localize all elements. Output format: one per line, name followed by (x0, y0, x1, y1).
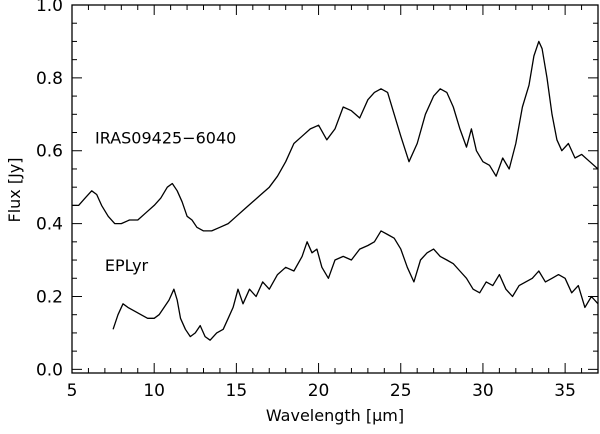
x-tick-label: 20 (308, 381, 330, 401)
y-tick-label: 0.4 (36, 215, 63, 235)
series-line-iras09425 (72, 40, 599, 232)
series-line-eplyr (112, 230, 599, 341)
x-tick-label: 35 (554, 381, 576, 401)
x-tick-label: 15 (226, 381, 248, 401)
x-tick-label: 30 (472, 381, 494, 401)
series-label-iras09425: IRAS09425−6040 (95, 128, 236, 147)
y-tick-label: 1.0 (36, 0, 63, 16)
series-label-eplyr: EPLyr (105, 256, 149, 275)
x-axis-title: Wavelength [μm] (266, 406, 404, 425)
y-axis-ticks: 0.0 0.2 0.4 0.6 0.8 1.0 (36, 0, 598, 380)
series-labels: IRAS09425−6040 EPLyr (95, 128, 236, 275)
x-tick-label: 25 (390, 381, 412, 401)
x-tick-label: 5 (67, 381, 78, 401)
y-tick-label: 0.8 (36, 69, 63, 89)
series-lines (72, 40, 599, 341)
x-axis-ticks: 5 10 15 20 25 30 35 (67, 5, 599, 401)
x-tick-label: 10 (143, 381, 165, 401)
y-tick-label: 0.0 (36, 360, 63, 380)
y-tick-label: 0.2 (36, 287, 63, 307)
y-tick-label: 0.6 (36, 142, 63, 162)
y-axis-title: Flux [Jy] (5, 157, 24, 222)
